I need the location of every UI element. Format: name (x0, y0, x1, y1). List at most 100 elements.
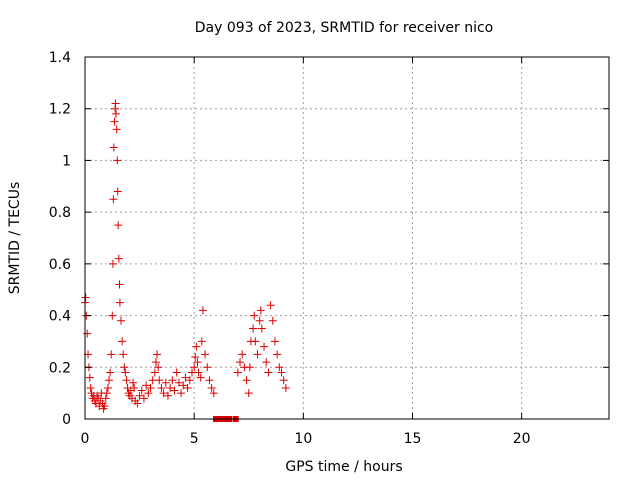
data-point (244, 389, 253, 398)
data-point (118, 337, 127, 346)
data-point (81, 293, 90, 302)
data-point (201, 350, 210, 359)
data-point (103, 383, 112, 392)
data-point (121, 368, 130, 377)
data-point (181, 373, 190, 382)
data-point (109, 143, 118, 152)
data-point (279, 376, 288, 385)
data-point (130, 383, 139, 392)
data-point (100, 402, 109, 411)
y-tick-label: 0.6 (49, 257, 71, 273)
data-point (264, 368, 273, 377)
data-point (146, 383, 155, 392)
data-point (122, 376, 131, 385)
data-point (129, 378, 138, 387)
y-tick-label: 0.4 (49, 309, 71, 325)
y-tick-label: 1 (62, 153, 71, 169)
x-tick-label: 20 (513, 431, 531, 447)
data-point (268, 316, 277, 325)
data-point (205, 376, 214, 385)
data-points (81, 99, 290, 422)
data-point (203, 363, 212, 372)
data-point (153, 350, 162, 359)
data-point (115, 298, 124, 307)
x-tick-label: 15 (404, 431, 422, 447)
data-point (137, 386, 146, 395)
data-point (209, 389, 218, 398)
data-point (242, 376, 251, 385)
x-tick-label: 0 (81, 431, 90, 447)
data-point (102, 389, 111, 398)
data-point (255, 316, 264, 325)
data-point (253, 350, 262, 359)
y-axis-label: SRMTID / TECUs (7, 182, 23, 295)
data-point (101, 394, 110, 403)
data-point (179, 381, 188, 390)
data-point (207, 383, 216, 392)
data-point (250, 311, 259, 320)
data-point (113, 156, 122, 165)
data-point (106, 368, 115, 377)
data-point (114, 254, 123, 263)
data-point (233, 368, 242, 377)
data-point (275, 363, 284, 372)
data-point (139, 394, 148, 403)
data-point (185, 376, 194, 385)
plot-frame (84, 56, 610, 420)
data-point (83, 329, 92, 338)
y-tick-label: 1.2 (49, 102, 71, 118)
data-point (142, 381, 151, 390)
data-point (238, 350, 247, 359)
data-point (115, 280, 124, 289)
data-point (119, 350, 128, 359)
data-point (193, 358, 202, 367)
data-point (107, 350, 116, 359)
data-point (111, 99, 120, 108)
data-point (113, 187, 122, 196)
data-point (183, 383, 192, 392)
data-point (262, 358, 271, 367)
data-point (172, 368, 181, 377)
data-point (155, 376, 164, 385)
y-tick-label: 0.2 (49, 360, 71, 376)
data-point (161, 378, 170, 387)
data-point (151, 358, 160, 367)
data-point (266, 301, 275, 310)
data-point (190, 363, 199, 372)
data-point (86, 383, 95, 392)
data-point (281, 383, 290, 392)
data-point (105, 376, 114, 385)
data-point (154, 363, 163, 372)
y-tick-label: 0 (62, 412, 71, 428)
data-point (166, 383, 175, 392)
data-point (159, 389, 168, 398)
data-point (112, 125, 121, 134)
data-point (236, 358, 245, 367)
data-point (170, 386, 179, 395)
data-point (174, 378, 183, 387)
data-point (120, 363, 129, 372)
data-point (157, 383, 166, 392)
data-point (163, 391, 172, 400)
data-point (135, 391, 144, 400)
data-point (192, 342, 201, 351)
data-point (197, 337, 206, 346)
data-point (144, 389, 153, 398)
data-point (85, 373, 94, 382)
x-tick-label: 10 (294, 431, 312, 447)
data-point (273, 350, 282, 359)
data-point (150, 368, 159, 377)
data-point (251, 337, 260, 346)
data-point (112, 109, 121, 118)
chart-title: Day 093 of 2023, SRMTID for receiver nic… (195, 20, 493, 36)
x-tick-label: 5 (190, 431, 199, 447)
grid (85, 57, 609, 419)
data-point (109, 195, 118, 204)
data-point (245, 363, 254, 372)
data-point (108, 311, 117, 320)
data-point (277, 368, 286, 377)
data-point (117, 316, 126, 325)
data-point (198, 306, 207, 315)
data-point (177, 389, 186, 398)
